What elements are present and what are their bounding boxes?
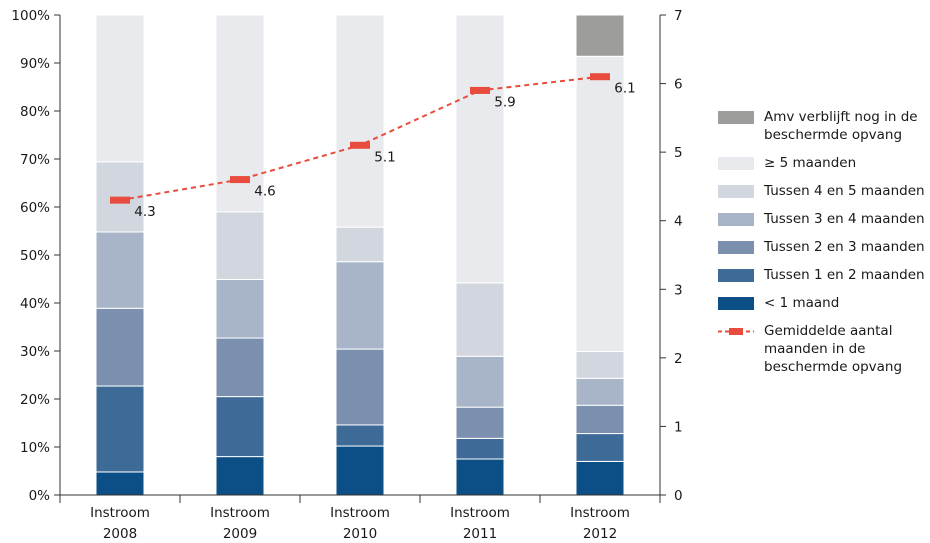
y-tick-label-left: 20% — [20, 392, 50, 408]
bar-segment-4-2 — [575, 404, 625, 435]
legend-swatch — [718, 157, 754, 170]
y-tick-label-right: 0 — [674, 488, 683, 504]
bar-segment-0-0 — [95, 471, 145, 496]
y-tick-label-right: 4 — [674, 214, 683, 230]
bar-segment-4-0 — [575, 460, 625, 496]
bar-segment-0-3 — [95, 231, 145, 309]
legend-swatch — [718, 297, 754, 310]
bar-segment-1-4 — [215, 211, 265, 280]
legend-swatch — [718, 269, 754, 282]
legend-label: < 1 maand — [764, 295, 840, 311]
bar-segment-2-2 — [335, 348, 385, 426]
legend-swatch — [718, 213, 754, 226]
bar-segment-3-5 — [455, 14, 505, 284]
average-value-label: 4.6 — [254, 184, 275, 200]
bar-segment-4-4 — [575, 350, 625, 379]
y-tick-label-right: 2 — [674, 351, 683, 367]
legend-swatch — [718, 241, 754, 254]
x-tick-label: Instroom 2012 — [570, 505, 630, 542]
legend-item: Tussen 4 en 5 maanden — [718, 182, 930, 200]
bar-segment-2-0 — [335, 445, 385, 496]
average-marker — [110, 196, 130, 204]
y-tick-label-left: 80% — [20, 104, 50, 120]
bar-segment-4-5 — [575, 55, 625, 352]
bar-segment-4-1 — [575, 433, 625, 462]
x-tick-label: Instroom 2009 — [210, 505, 270, 542]
average-marker — [470, 86, 490, 94]
bar-segment-0-5 — [95, 14, 145, 163]
legend-label: ≥ 5 maanden — [764, 155, 857, 171]
y-tick-label-left: 40% — [20, 296, 50, 312]
bar-segment-2-4 — [335, 226, 385, 263]
bar-segment-2-1 — [335, 424, 385, 447]
legend: Amv verblijft nog in de beschermde opvan… — [718, 108, 930, 386]
legend-label: Gemiddelde aantal maanden in de bescherm… — [764, 323, 903, 375]
bar-segment-1-0 — [215, 456, 265, 496]
bar-segment-4-3 — [575, 377, 625, 406]
bar-segment-1-3 — [215, 278, 265, 339]
x-tick-label: Instroom 2010 — [330, 505, 390, 542]
bar-segment-2-5 — [335, 14, 385, 228]
x-tick-label: Instroom 2011 — [450, 505, 510, 542]
y-tick-label-left: 100% — [11, 8, 50, 24]
legend-label: Tussen 2 en 3 maanden — [764, 239, 925, 255]
average-value-label: 6.1 — [614, 81, 635, 97]
bar-segment-0-2 — [95, 307, 145, 387]
legend-item: < 1 maand — [718, 294, 930, 312]
average-value-label: 5.1 — [374, 149, 395, 165]
y-tick-label-left: 50% — [20, 248, 50, 264]
y-tick-label-left: 70% — [20, 152, 50, 168]
bar-segment-3-1 — [455, 437, 505, 460]
y-tick-label-right: 1 — [674, 419, 683, 435]
x-tick-label: Instroom 2008 — [90, 505, 150, 542]
average-value-label: 4.3 — [134, 204, 155, 220]
y-tick-label-right: 6 — [674, 77, 683, 93]
average-value-label: 5.9 — [494, 94, 515, 110]
average-marker — [350, 141, 370, 149]
y-tick-label-left: 60% — [20, 200, 50, 216]
bar-segment-0-1 — [95, 385, 145, 473]
bar-segment-1-2 — [215, 337, 265, 398]
legend-label: Tussen 1 en 2 maanden — [764, 267, 925, 283]
bar-segment-3-2 — [455, 406, 505, 439]
bar-segment-1-1 — [215, 396, 265, 458]
legend-item: Amv verblijft nog in de beschermde opvan… — [718, 108, 930, 144]
y-tick-label-right: 7 — [674, 8, 683, 24]
legend-line-swatch — [718, 325, 754, 338]
y-tick-label-left: 30% — [20, 344, 50, 360]
bar-segment-3-0 — [455, 458, 505, 496]
y-tick-label-right: 3 — [674, 282, 683, 298]
legend-label: Tussen 4 en 5 maanden — [764, 183, 925, 199]
average-marker — [590, 73, 610, 81]
bar-segment-2-3 — [335, 261, 385, 350]
bar-segment-3-3 — [455, 355, 505, 408]
bar-segment-4-6 — [575, 14, 625, 57]
bar-segment-3-4 — [455, 282, 505, 357]
legend-item: ≥ 5 maanden — [718, 154, 930, 172]
y-tick-label-left: 0% — [29, 488, 51, 504]
legend-swatch — [718, 111, 754, 124]
legend-item: Tussen 1 en 2 maanden — [718, 266, 930, 284]
average-marker — [230, 176, 250, 184]
legend-label: Tussen 3 en 4 maanden — [764, 211, 925, 227]
legend-item: Gemiddelde aantal maanden in de bescherm… — [718, 322, 930, 376]
legend-item: Tussen 3 en 4 maanden — [718, 210, 930, 228]
legend-swatch — [718, 185, 754, 198]
legend-label: Amv verblijft nog in de beschermde opvan… — [764, 109, 918, 143]
legend-item: Tussen 2 en 3 maanden — [718, 238, 930, 256]
y-tick-label-right: 5 — [674, 145, 683, 161]
y-tick-label-left: 90% — [20, 56, 50, 72]
y-tick-label-left: 10% — [20, 440, 50, 456]
